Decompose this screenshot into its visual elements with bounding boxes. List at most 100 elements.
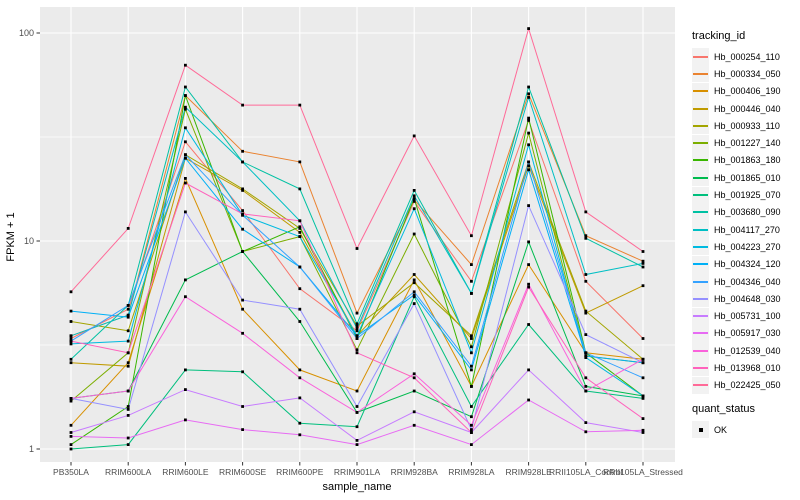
x-tick-label: RRIM928BA [391,467,439,477]
data-point [241,189,244,192]
data-point [126,351,130,355]
data-point [584,333,588,336]
legend-key [692,48,709,66]
quant-legend-key [692,421,709,439]
data-point [355,411,359,414]
legend-line-swatch [693,349,708,352]
data-point [355,351,359,355]
data-point [584,421,588,424]
data-point [355,311,359,315]
legend-item: Hb_004346_040 [692,273,798,290]
data-point [241,160,244,164]
data-point [584,311,588,315]
data-point [355,439,359,442]
data-point [584,279,588,283]
legend-line-swatch [693,263,708,266]
data-point [641,357,645,361]
data-point [69,443,73,446]
legend-key [692,134,709,152]
data-point [355,324,359,328]
data-point [241,298,244,302]
legend-line-swatch [693,315,708,318]
data-point [412,273,416,276]
legend-key [692,307,709,325]
legend-line-swatch [693,194,708,197]
data-point [69,339,73,343]
data-point [184,94,187,97]
legend-line-swatch [693,90,708,93]
data-point [69,361,73,365]
data-point [527,285,530,289]
data-point [355,247,359,250]
data-point [69,435,73,438]
data-point [298,160,302,164]
legend-line-swatch [693,297,708,300]
data-point [184,181,187,185]
x-tick-label: RRIM600SE [219,467,267,477]
data-point [126,405,130,408]
data-point [470,292,473,295]
y-tick-label: 10 [24,236,34,246]
data-point [126,361,130,365]
data-point [470,345,473,349]
legend-item: Hb_001865_010 [692,169,798,187]
data-point [470,263,473,266]
legend-label: Hb_004117_270 [714,224,780,235]
data-point [184,126,187,130]
legend-item: Hb_001863_180 [692,151,798,169]
legend-line-swatch [693,245,708,248]
data-point [355,389,359,393]
data-point [527,398,530,402]
data-point [184,210,187,214]
data-point [470,415,473,419]
legend-key [692,65,709,83]
legend-label: Hb_022425_050 [714,380,781,391]
x-axis-title: sample_name [322,481,391,493]
data-point [584,351,588,355]
data-point [355,337,359,340]
data-point [641,394,645,398]
data-point [355,443,359,446]
x-tick-label: RRIM928LA [448,467,495,477]
legend-item: Hb_000334_050 [692,65,798,83]
data-point [584,389,588,393]
data-point [641,337,645,340]
data-point [412,189,416,192]
x-tick-label: RRIM600LE [162,467,209,477]
legend-key [692,186,709,204]
data-point [412,389,416,393]
data-point [412,232,416,236]
data-point [184,418,187,422]
data-point [412,376,416,380]
data-point [298,433,302,437]
data-point [355,329,359,333]
data-point [126,443,130,446]
data-point [69,309,73,313]
data-point [69,320,73,323]
data-point [184,105,187,109]
legend-key [692,151,709,169]
data-point [69,337,73,340]
legend-items: Hb_000254_110 Hb_000334_050 Hb_000406_190 H… [692,48,798,394]
legend-item: Hb_012539_040 [692,342,798,360]
data-point [241,149,244,153]
legend-line-swatch [693,384,708,387]
x-tick-label: RRII105LA_Control [549,467,623,477]
data-point [184,156,187,160]
data-point [641,250,645,253]
legend-key [692,359,709,377]
data-point [470,385,473,388]
data-point [126,414,130,417]
data-point [69,431,73,434]
legend-line-swatch [693,280,708,283]
data-point [184,278,187,282]
data-point [470,337,473,340]
legend-item: Hb_022425_050 [692,376,798,394]
data-point [298,376,302,380]
legend-label: Hb_005731_100 [714,311,781,322]
data-point [527,143,530,147]
data-point [412,207,416,211]
data-point [298,187,302,191]
legend-key [692,324,709,342]
quant-legend-label: OK [714,424,728,435]
